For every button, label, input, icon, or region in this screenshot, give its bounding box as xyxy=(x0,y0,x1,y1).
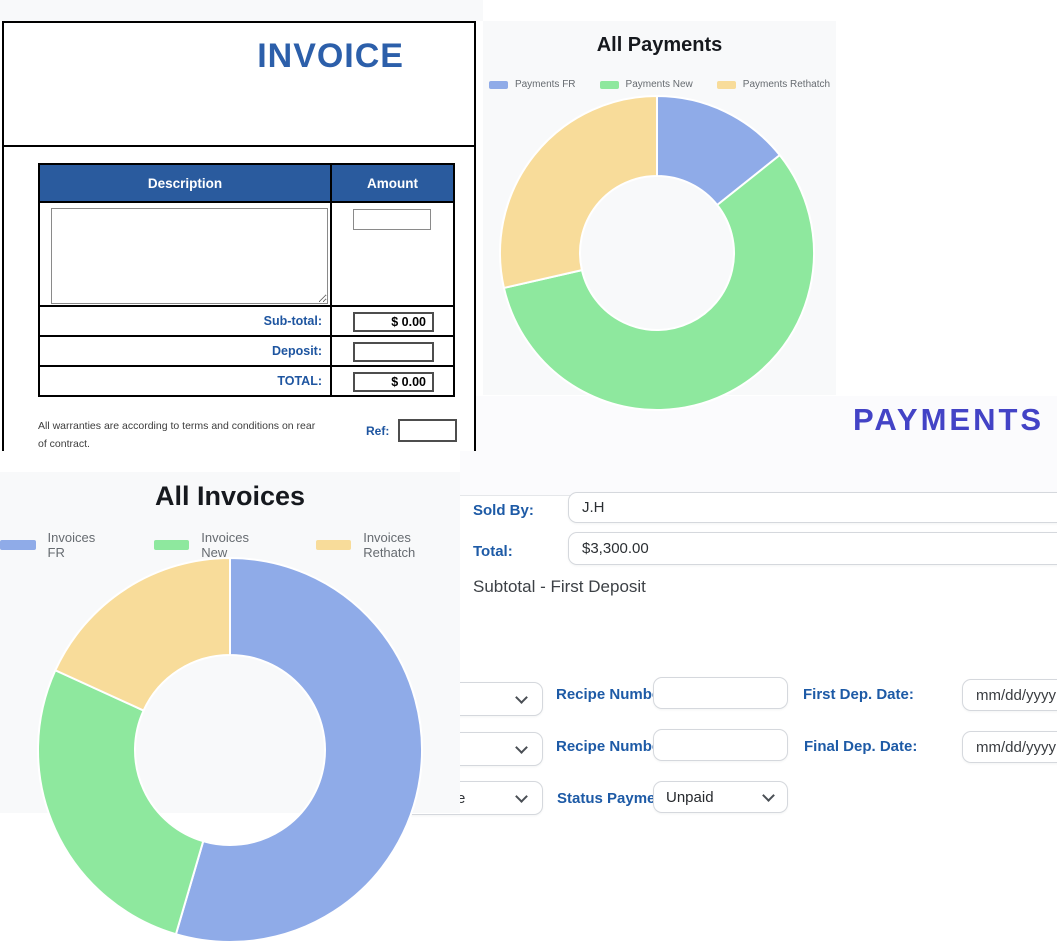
description-textarea[interactable] xyxy=(51,208,328,304)
chevron-down-icon xyxy=(762,789,775,802)
all-invoices-chart-title: All Invoices xyxy=(154,481,306,511)
legend-item-payments-fr[interactable]: Payments FR xyxy=(488,79,576,90)
deposit-input[interactable] xyxy=(353,342,434,362)
legend-item-payments-rethatch[interactable]: Payments Rethatch xyxy=(716,79,831,90)
legend-swatch-yellow xyxy=(315,540,352,550)
legend-label: Invoices FR xyxy=(47,530,96,560)
recipe-number-label-1: Recipe Number: xyxy=(556,686,672,703)
all-payments-donut-chart xyxy=(499,94,815,411)
total-input[interactable] xyxy=(353,372,434,392)
invoice-sheet: INVOICE Description Amount Sub-total: De… xyxy=(2,21,476,451)
sold-by-label: Sold By: xyxy=(473,502,534,519)
subtotal-first-deposit-note: Subtotal - First Deposit xyxy=(473,577,646,596)
legend-swatch-blue xyxy=(0,540,36,550)
subtotal-input[interactable] xyxy=(353,312,434,332)
legend-label: Payments FR xyxy=(514,79,576,90)
legend-swatch-blue xyxy=(488,80,508,89)
ref-input[interactable] xyxy=(398,419,457,442)
legend-swatch-yellow xyxy=(716,80,736,89)
all-payments-legend: Payments FR Payments New Payments Rethat… xyxy=(483,79,836,90)
all-invoices-chart-panel: All Invoices Invoices FR Invoices New In… xyxy=(0,472,460,943)
payments-section-band: PAYMENTS xyxy=(460,396,1057,496)
deposit-row: Deposit: xyxy=(40,335,453,365)
payments-page-title: PAYMENTS xyxy=(853,402,1045,437)
recipe-number-input-1[interactable] xyxy=(653,677,788,709)
recipe-number-label-2: Recipe Number: xyxy=(556,738,672,755)
total-field-label: Total: xyxy=(473,543,513,560)
all-payments-chart-title: All Payments xyxy=(596,34,723,56)
amount-input[interactable] xyxy=(353,209,431,230)
legend-item-invoices-rethatch[interactable]: Invoices Rethatch xyxy=(315,530,460,560)
legend-item-invoices-new[interactable]: Invoices New xyxy=(153,530,274,560)
subtotal-row: Sub-total: xyxy=(40,305,453,335)
deposit-label: Deposit: xyxy=(272,344,322,358)
recipe-number-input-2[interactable] xyxy=(653,729,788,761)
invoice-header-divider xyxy=(4,145,474,147)
final-dep-date-input[interactable] xyxy=(962,731,1057,763)
legend-swatch-green xyxy=(599,80,619,89)
all-invoices-legend: Invoices FR Invoices New Invoices Rethat… xyxy=(0,530,460,560)
legend-label: Payments Rethatch xyxy=(742,79,831,90)
final-dep-date-label: Final Dep. Date: xyxy=(804,738,918,755)
all-payments-chart-panel: All Payments Payments FR Payments New Pa… xyxy=(483,21,836,411)
invoice-line-item-row xyxy=(40,201,453,305)
legend-swatch-green xyxy=(153,540,190,550)
all-invoices-donut-chart xyxy=(37,556,423,943)
description-column-header: Description xyxy=(147,175,223,191)
warranty-disclaimer: All warranties are according to terms an… xyxy=(38,420,316,451)
chevron-down-icon xyxy=(515,790,528,803)
left-dropdown-3-partial-text: e xyxy=(457,790,466,807)
amount-column-header: Amount xyxy=(367,175,418,191)
subtotal-label: Sub-total: xyxy=(263,314,322,328)
first-dep-date-label: First Dep. Date: xyxy=(803,686,914,703)
legend-item-payments-new[interactable]: Payments New xyxy=(599,79,693,90)
legend-item-invoices-fr[interactable]: Invoices FR xyxy=(0,530,112,560)
chevron-down-icon xyxy=(515,741,528,754)
top-strip xyxy=(0,0,483,21)
legend-label: Invoices Rethatch xyxy=(363,530,416,560)
sold-by-input[interactable] xyxy=(568,492,1057,523)
ref-label: Ref: xyxy=(366,424,390,438)
invoice-table: Description Amount Sub-total: Deposit: T… xyxy=(38,163,455,397)
chevron-down-icon xyxy=(515,691,528,704)
total-label: TOTAL: xyxy=(277,374,322,388)
invoice-title: INVOICE xyxy=(257,37,404,75)
legend-label: Payments New xyxy=(625,79,693,90)
legend-label: Invoices New xyxy=(201,530,249,560)
total-field-input[interactable] xyxy=(568,532,1057,565)
total-row: TOTAL: xyxy=(40,365,453,395)
status-payment-value: Unpaid xyxy=(666,789,714,806)
invoice-table-header-row: Description Amount xyxy=(40,165,453,201)
first-dep-date-input[interactable] xyxy=(962,679,1057,711)
status-payment-label: Status Payment: xyxy=(557,790,675,807)
status-payment-select[interactable]: Unpaid xyxy=(653,781,788,813)
